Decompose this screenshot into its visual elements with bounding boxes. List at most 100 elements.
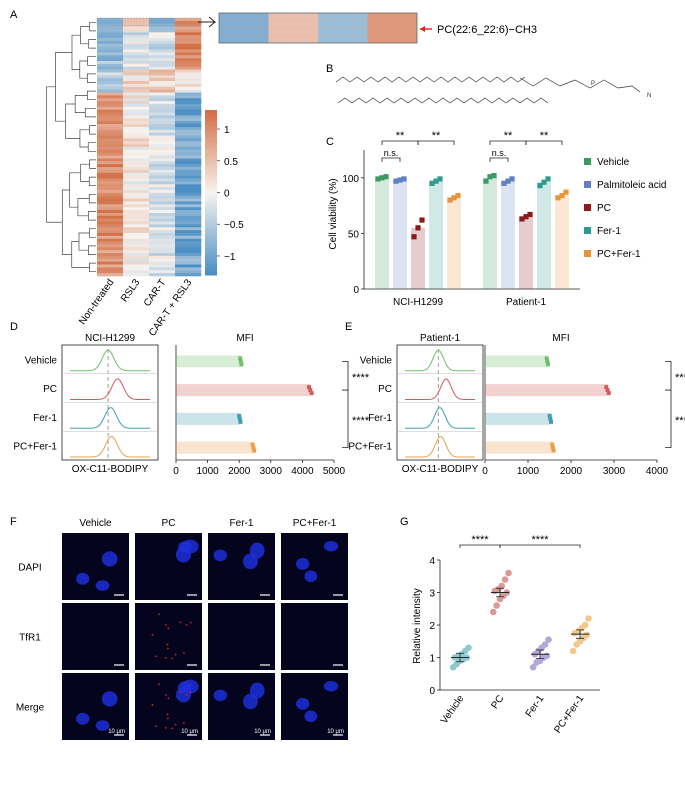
- colorbar-step: [205, 209, 217, 213]
- histogram-row-label: Vehicle: [360, 355, 393, 366]
- heatmap-cell: [149, 270, 176, 274]
- mfi-x-tick-label: 0: [482, 466, 488, 477]
- nucleus-spot: [175, 546, 192, 563]
- colorbar-step: [205, 167, 217, 171]
- heatmap-cell: [149, 215, 176, 219]
- microscopy-image: [208, 533, 275, 600]
- nucleus-spot: [249, 542, 265, 559]
- colorbar-step: [205, 156, 217, 160]
- g-point: [543, 652, 551, 660]
- heatmap-cell: [97, 141, 124, 145]
- heatmap-cell: [123, 221, 150, 225]
- heatmap-cell: [175, 121, 202, 125]
- c-y-tick-label: 100: [342, 174, 359, 185]
- heatmap-cell: [149, 178, 176, 182]
- heatmap-cell: [97, 230, 124, 234]
- mfi-significance-bracket: [342, 360, 349, 391]
- heatmap-cell: [123, 20, 150, 25]
- heatmap-cell: [123, 112, 150, 116]
- microscopy-image: [281, 533, 348, 600]
- c-point: [505, 178, 511, 184]
- colorbar-step: [205, 151, 217, 155]
- heatmap-cell: [97, 224, 124, 228]
- heatmap-cell: [123, 169, 150, 174]
- mfi-significance-label: ****: [675, 372, 685, 384]
- heatmap-cell: [123, 207, 150, 211]
- colorbar-step: [205, 261, 217, 265]
- tfr1-signal: [158, 683, 161, 686]
- mfi-point: [237, 416, 242, 421]
- g-point: [581, 621, 589, 629]
- heatmap-cell: [149, 132, 176, 136]
- heatmap-cell: [97, 18, 124, 22]
- mfi-significance-bracket: [665, 360, 672, 391]
- nucleus-spot: [213, 689, 228, 702]
- c-point: [559, 192, 565, 199]
- heatmap-cell: [149, 121, 176, 125]
- c-bar: [429, 181, 443, 289]
- heatmap-cell: [97, 115, 124, 119]
- colorbar-step: [205, 170, 217, 174]
- heatmap-cell: [149, 43, 176, 47]
- heatmap-cell: [149, 101, 176, 105]
- g-point: [545, 636, 552, 643]
- heatmap-cell: [149, 152, 176, 156]
- heatmap-cell: [123, 212, 150, 217]
- heatmap-cell: [175, 255, 202, 260]
- heatmap-cell: [149, 155, 176, 159]
- colorbar-tick-label: 0.5: [224, 157, 238, 168]
- heatmap-cell: [97, 267, 124, 271]
- mfi-x-tick-label: 0: [173, 466, 179, 477]
- heatmap-zoom-strip: [218, 12, 418, 44]
- colorbar-step: [205, 187, 217, 191]
- heatmap-cell: [175, 175, 202, 179]
- heatmap-cell: [149, 38, 176, 42]
- heatmap-cell: [123, 172, 150, 176]
- heatmap-cell: [149, 181, 176, 185]
- heatmap-cell: [175, 35, 202, 39]
- heatmap-cell: [123, 181, 150, 185]
- heatmap-cell: [97, 181, 124, 185]
- heatmap-cell: [175, 207, 202, 211]
- heatmap-cell: [97, 190, 124, 194]
- colorbar-step: [205, 123, 217, 127]
- heatmap-cell: [175, 95, 202, 99]
- colorbar-step: [205, 255, 217, 259]
- scalebar-label: 10 μm: [108, 729, 125, 735]
- heatmap-cell: [175, 138, 202, 142]
- heatmap-cell: [97, 104, 124, 108]
- c-point: [523, 214, 529, 220]
- colorbar-step: [205, 272, 217, 276]
- heatmap-column-label: CAR-T: [142, 277, 169, 308]
- heatmap-cell: [175, 46, 202, 50]
- fatty-acid-chain-2: [337, 97, 549, 104]
- nitrogen-atom: N: [647, 93, 651, 99]
- g-significance-label: ****: [471, 534, 489, 546]
- heatmap-cell: [97, 83, 124, 88]
- tfr1-signal: [167, 627, 170, 630]
- heatmap-cell: [123, 72, 150, 76]
- heatmap-cell: [175, 247, 202, 251]
- heatmap-cell: [123, 238, 150, 242]
- microscopy-column-label: PC: [162, 518, 176, 529]
- heatmap-cell: [97, 81, 124, 85]
- heatmap-cell: [97, 43, 124, 47]
- heatmap-cell: [97, 61, 124, 65]
- histogram-curve: [70, 435, 150, 458]
- heatmap-cell: [175, 204, 202, 208]
- heatmap-cell: [97, 250, 124, 254]
- nucleus-spot: [76, 572, 90, 585]
- heatmap-cell: [97, 218, 124, 222]
- colorbar-step: [205, 195, 217, 199]
- nucleus-spot: [323, 541, 339, 552]
- mfi-x-tick-label: 4000: [291, 466, 314, 477]
- heatmap-cell: [175, 40, 202, 45]
- mfi-x-tick-label: 1000: [517, 466, 540, 477]
- colorbar-step: [205, 242, 217, 246]
- colorbar-step: [205, 181, 217, 185]
- g-point: [493, 602, 500, 609]
- colorbar-step: [205, 253, 217, 257]
- c-point: [415, 225, 421, 231]
- heatmap-cell: [123, 230, 150, 234]
- g-error-bar: [536, 649, 544, 659]
